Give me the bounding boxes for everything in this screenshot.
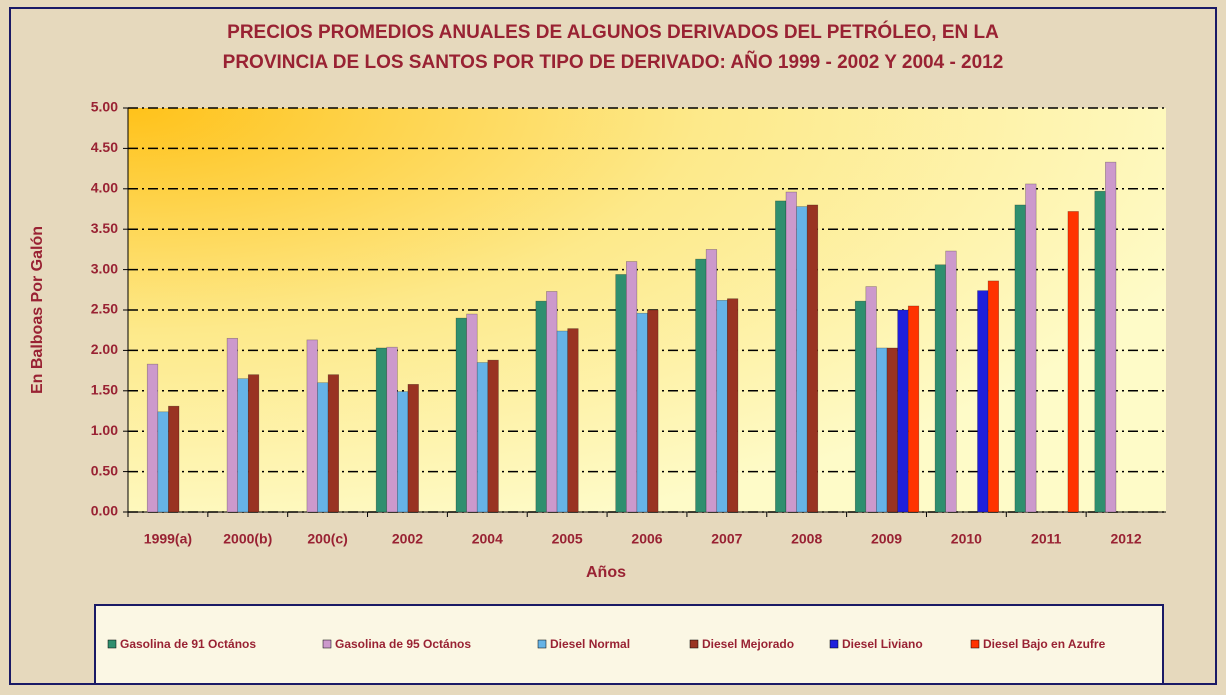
bar	[647, 309, 659, 513]
x-tick-label: 2011	[1031, 531, 1062, 547]
legend-swatch	[322, 639, 332, 649]
bar	[865, 286, 877, 513]
bar	[157, 411, 169, 513]
x-tick-label: 2010	[951, 531, 982, 547]
bar	[796, 206, 808, 513]
x-tick-label: 2009	[871, 531, 902, 547]
x-axis-label: Años	[586, 564, 626, 581]
bar	[785, 191, 797, 513]
bar	[876, 347, 888, 513]
bar	[466, 313, 478, 513]
bar	[727, 298, 739, 513]
bar	[934, 264, 946, 513]
bar	[695, 258, 707, 513]
legend-swatch	[107, 639, 117, 649]
bar	[455, 317, 467, 513]
bar	[1067, 211, 1079, 513]
legend-swatch	[537, 639, 547, 649]
bar	[375, 347, 388, 513]
bar	[247, 374, 260, 513]
y-tick-label: 0.50	[91, 462, 118, 478]
legend-swatch	[689, 639, 699, 649]
x-tick-label: 2008	[791, 531, 822, 547]
bar	[945, 250, 957, 513]
bar	[306, 339, 318, 513]
x-tick-label: 2012	[1110, 531, 1141, 547]
bar	[317, 382, 329, 513]
bar	[567, 328, 579, 513]
bar	[775, 200, 787, 513]
legend	[94, 604, 1164, 685]
bar	[226, 337, 238, 513]
chart-subtitle: PROVINCIA DE LOS SANTOS POR TIPO DE DERI…	[223, 51, 1004, 73]
legend-swatch	[829, 639, 839, 649]
bar	[546, 291, 558, 513]
x-tick-label: 1999(a)	[144, 531, 192, 547]
y-tick-label: 3.50	[91, 220, 118, 236]
legend-label: Diesel Normal	[550, 637, 630, 651]
x-tick-label: 2000(b)	[223, 531, 272, 547]
x-tick-label: 2005	[552, 531, 583, 547]
bar	[1105, 161, 1117, 513]
legend-label: Diesel Mejorado	[702, 637, 794, 651]
legend-label: Gasolina de 95 Octános	[335, 637, 471, 651]
bar	[556, 330, 568, 513]
bar	[237, 378, 249, 513]
bar	[397, 391, 409, 513]
x-tick-label: 2007	[711, 531, 742, 547]
bar	[476, 362, 489, 513]
y-tick-label: 2.50	[91, 301, 118, 317]
bar	[636, 312, 648, 513]
y-tick-label: 1.50	[91, 382, 118, 398]
bar	[886, 347, 898, 513]
x-tick-label: 2006	[631, 531, 662, 547]
y-tick-label: 4.50	[91, 139, 118, 155]
y-tick-label: 5.00	[91, 99, 118, 115]
bar	[716, 300, 728, 513]
bar	[977, 290, 989, 513]
bar	[168, 405, 180, 513]
bar	[907, 305, 920, 513]
x-tick-label: 200(c)	[307, 531, 347, 547]
bar	[987, 280, 999, 513]
legend-label: Diesel Bajo en Azufre	[983, 637, 1106, 651]
legend-label: Diesel Liviano	[842, 637, 923, 651]
y-tick-label: 1.00	[91, 422, 118, 438]
bar	[1094, 190, 1106, 513]
y-tick-label: 0.00	[91, 503, 118, 519]
bar	[897, 309, 909, 513]
bar	[1014, 204, 1026, 513]
bar	[535, 300, 547, 513]
legend-label: Gasolina de 91 Octános	[120, 637, 256, 651]
bar	[705, 249, 718, 513]
bar	[1025, 183, 1037, 513]
chart-title: PRECIOS PROMEDIOS ANUALES DE ALGUNOS DER…	[227, 21, 999, 43]
y-tick-label: 2.00	[91, 341, 118, 357]
bar	[407, 384, 419, 513]
bar	[625, 261, 638, 513]
bar	[487, 359, 499, 513]
bar	[806, 204, 819, 513]
bar	[146, 363, 159, 513]
bar	[327, 374, 340, 513]
x-tick-label: 2002	[392, 531, 423, 547]
legend-swatch	[970, 639, 980, 649]
y-tick-label: 4.00	[91, 180, 118, 196]
bar	[854, 300, 867, 513]
y-axis-label: En Balboas Por Galón	[29, 226, 46, 394]
y-tick-label: 3.00	[91, 260, 118, 276]
bar	[386, 346, 398, 513]
bar	[615, 274, 627, 513]
x-tick-label: 2004	[472, 531, 503, 547]
